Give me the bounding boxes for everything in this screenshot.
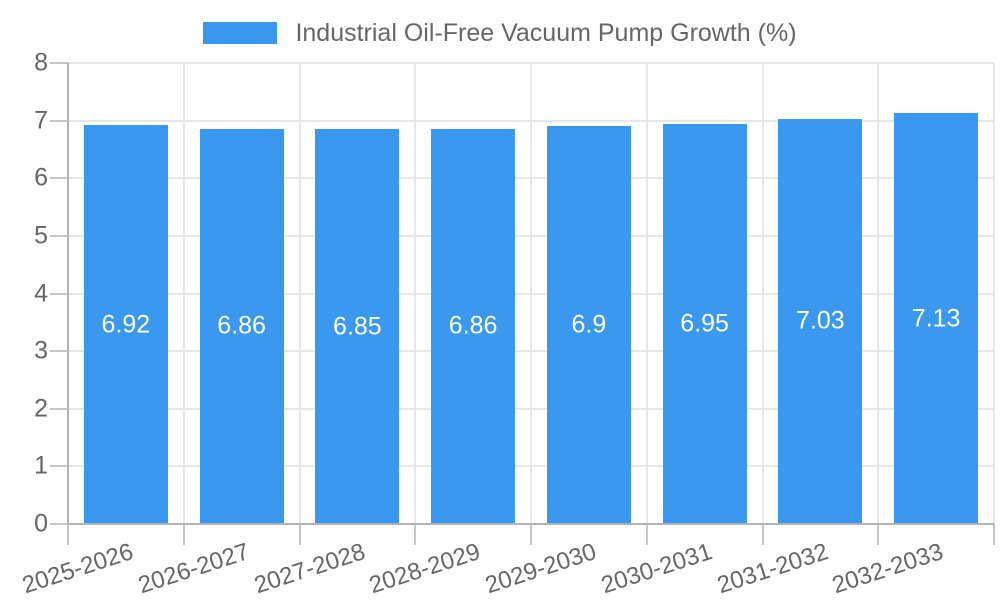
y-axis-tick-label: 1 — [34, 451, 48, 480]
bar[interactable] — [894, 113, 979, 524]
y-axis-tick-label: 0 — [34, 509, 48, 538]
x-axis-tick-label: 2029-2030 — [482, 538, 600, 600]
y-axis-tick — [50, 62, 68, 64]
bar-value-label: 6.85 — [333, 312, 382, 341]
y-axis-line — [67, 63, 69, 524]
x-axis-tick — [645, 524, 648, 545]
bar-value-label: 6.86 — [448, 311, 498, 340]
x-axis-tick-label: 2026-2027 — [134, 538, 253, 600]
y-axis-tick — [50, 234, 68, 237]
x-axis-line — [68, 523, 994, 525]
x-axis-tick — [877, 524, 880, 545]
y-axis-tick — [50, 177, 68, 180]
bar[interactable] — [546, 126, 631, 524]
y-axis-tick-label: 3 — [34, 336, 48, 365]
x-gridline — [182, 63, 185, 524]
x-axis-tick — [993, 524, 995, 545]
legend-swatch-icon — [203, 22, 278, 44]
bar[interactable] — [199, 128, 284, 524]
x-axis-tick-label: 2025-2026 — [19, 538, 137, 600]
y-axis-tick — [50, 292, 68, 295]
x-axis-tick-label: 2028-2029 — [366, 538, 484, 600]
bar-value-label: 6.86 — [217, 311, 266, 340]
bar-value-label: 7.13 — [911, 304, 961, 333]
x-axis-tick — [67, 524, 69, 545]
y-axis-tick — [50, 465, 68, 468]
x-gridline — [877, 63, 880, 524]
x-axis-tick-label: 2032-2033 — [829, 538, 947, 600]
x-gridline — [993, 63, 995, 524]
legend-label: Industrial Oil-Free Vacuum Pump Growth (… — [295, 19, 797, 47]
y-axis-tick-label: 8 — [34, 48, 48, 77]
chart-legend[interactable]: Industrial Oil-Free Vacuum Pump Growth (… — [0, 18, 1000, 48]
bar-value-label: 7.03 — [796, 306, 845, 335]
bar-value-label: 6.92 — [101, 310, 151, 339]
y-axis-tick — [50, 407, 68, 410]
x-gridline — [414, 63, 417, 524]
y-axis-tick-label: 4 — [34, 279, 48, 307]
x-axis-tick — [298, 524, 301, 545]
x-axis-tick-label: 2031-2032 — [713, 538, 832, 600]
y-axis-tick-label: 5 — [34, 221, 48, 250]
bar[interactable] — [662, 123, 747, 524]
x-axis-tick — [414, 524, 417, 545]
y-axis-tick-label: 6 — [34, 163, 48, 192]
x-gridline — [645, 63, 648, 524]
y-axis-tick — [50, 350, 68, 353]
y-axis-tick-label: 2 — [34, 394, 48, 423]
x-axis-tick — [182, 524, 185, 545]
y-axis-tick-label: 7 — [34, 106, 48, 135]
x-axis-tick-label: 2027-2028 — [250, 538, 369, 600]
bar[interactable] — [431, 128, 516, 524]
bar-value-label: 6.9 — [571, 310, 607, 339]
x-gridline — [761, 63, 764, 524]
x-axis-tick — [761, 524, 764, 545]
x-gridline — [298, 63, 301, 524]
y-axis-tick — [50, 119, 68, 122]
bar-value-label: 6.95 — [680, 309, 729, 338]
bar[interactable] — [83, 125, 168, 524]
x-axis-tick — [530, 524, 532, 545]
bar[interactable] — [778, 118, 863, 524]
bar[interactable] — [315, 129, 400, 524]
x-gridline — [530, 63, 532, 524]
y-axis-tick — [50, 523, 68, 525]
x-axis-tick-label: 2030-2031 — [597, 538, 716, 600]
